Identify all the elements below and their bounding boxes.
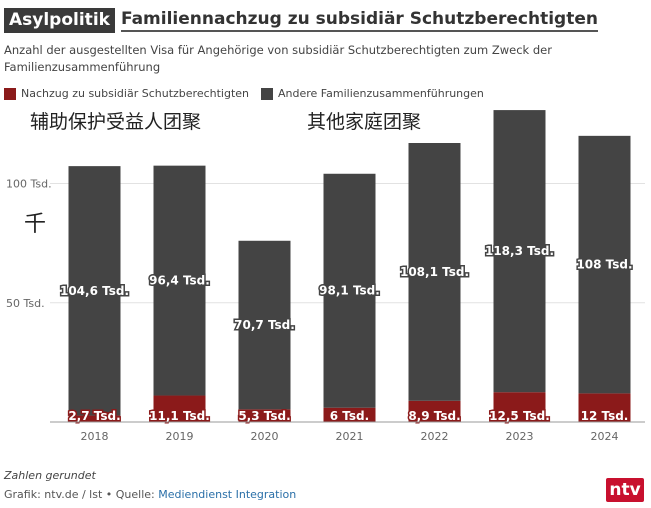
data-label-subsidiary: 11,1 Tsd.: [149, 409, 210, 423]
bar-subsidiary: [578, 393, 631, 422]
bar-subsidiary: [68, 415, 121, 422]
x-tick-label: 2023: [506, 430, 534, 443]
data-label-other: 98,1 Tsd.: [319, 284, 380, 298]
data-label-subsidiary: 6 Tsd.: [330, 409, 369, 423]
data-label-subsidiary: 12 Tsd.: [581, 409, 629, 423]
y-tick-label: 100 Tsd.: [6, 178, 52, 191]
overlay-right-label: 其他家庭团聚: [307, 111, 422, 133]
data-label-other: 96,4 Tsd.: [149, 274, 210, 288]
legend-label-other: Andere Familienzusammenführungen: [278, 87, 484, 100]
credit-prefix: Grafik: ntv.de / lst • Quelle:: [4, 488, 159, 501]
bar-subsidiary: [493, 392, 546, 422]
credit-line: Grafik: ntv.de / lst • Quelle: Mediendie…: [4, 488, 296, 501]
legend: Nachzug zu subsidiär Schutzberechtigten …: [4, 87, 496, 100]
legend-item-subsidiary: Nachzug zu subsidiär Schutzberechtigten: [4, 87, 249, 100]
x-tick-label: 2022: [421, 430, 449, 443]
bar-subsidiary: [153, 395, 206, 422]
chart: 50 Tsd. 100 Tsd. 104,6 Tsd. 2,7 Tsd. 2018 96,…: [6, 110, 645, 443]
bar-subsidiary: [238, 409, 291, 422]
overlay-left-label: 辅助保护受益人团聚: [30, 111, 202, 133]
bar-other: [153, 165, 206, 396]
legend-swatch-other: [261, 87, 274, 100]
legend-label-subsidiary: Nachzug zu subsidiär Schutzberechtigten: [21, 87, 250, 100]
page-title: Familiennachzug zu subsidiär Schutzberec…: [120, 9, 598, 32]
legend-item-other: Andere Familienzusammenführungen: [261, 87, 484, 100]
data-label-subsidiary: 5,3 Tsd.: [238, 409, 290, 423]
chart-subtitle: Anzahl der ausgestellten Visa für Angehö…: [4, 43, 552, 74]
bar-other: [578, 135, 631, 394]
x-tick-label: 2018: [81, 430, 109, 443]
bar-subsidiary: [323, 407, 376, 422]
x-tick-label: 2024: [591, 430, 619, 443]
data-label-other: 104,6 Tsd.: [60, 284, 129, 298]
data-label-other: 108 Tsd.: [576, 258, 632, 272]
legend-swatch-subsidiary: [4, 87, 16, 100]
data-label-subsidiary: 2,7 Tsd.: [68, 409, 120, 423]
footnote: Zahlen gerundet: [4, 469, 96, 482]
x-tick-label: 2021: [336, 430, 364, 443]
bar-subsidiary: [408, 400, 461, 422]
ntv-logo: ntv: [606, 478, 644, 502]
bar-other: [323, 173, 376, 408]
data-label-other: 118,3 Tsd.: [485, 244, 554, 258]
topic-tag: Asylpolitik: [4, 8, 115, 33]
bar-other: [493, 110, 546, 393]
data-label-other: 108,1 Tsd.: [400, 265, 469, 279]
data-label-subsidiary: 8,9 Tsd.: [408, 409, 460, 423]
bar-other: [68, 166, 121, 416]
bar-other: [238, 240, 291, 410]
bar-other: [408, 143, 461, 401]
source-link[interactable]: Mediendienst Integration: [158, 488, 297, 501]
x-tick-label: 2019: [166, 430, 194, 443]
y-tick-label: 50 Tsd.: [6, 297, 45, 310]
data-label-subsidiary: 12,5 Tsd.: [489, 409, 550, 423]
overlay-unit-label: 千: [24, 212, 47, 237]
x-tick-label: 2020: [251, 430, 279, 443]
title-row: Asylpolitik Familiennachzug zu subsidiär…: [4, 8, 598, 33]
data-label-other: 70,7 Tsd.: [234, 318, 295, 332]
